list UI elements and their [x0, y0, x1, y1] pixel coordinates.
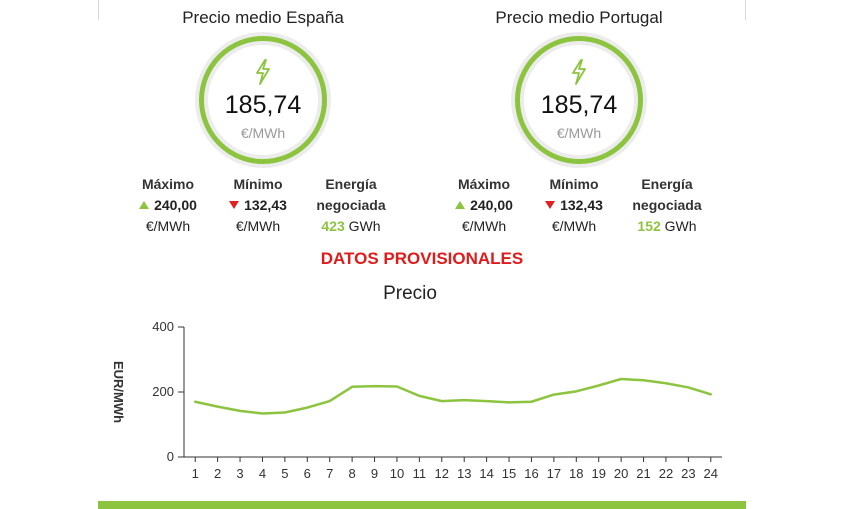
x-tick-label: 6: [304, 466, 311, 481]
portugal-min-unit: €/MWh: [551, 218, 597, 234]
x-tick-label: 16: [524, 466, 538, 481]
x-tick-label: 8: [349, 466, 356, 481]
triangle-down-icon: [229, 201, 240, 209]
spain-price: 185,74: [224, 91, 302, 119]
spain-min-label: Mínimo: [233, 176, 283, 192]
y-tick-label: 400: [152, 319, 174, 334]
spain-energy-label-1: Energía: [325, 176, 377, 192]
y-tick-label: 0: [167, 449, 174, 464]
spain-min: Mínimo 132,43 €/MWh: [213, 174, 303, 237]
triangle-down-icon: [545, 201, 556, 209]
price-series-line: [193, 377, 713, 415]
x-tick-label: 15: [502, 466, 516, 481]
portugal-max-unit: €/MWh: [461, 218, 507, 234]
triangle-up-icon: [139, 201, 150, 209]
portugal-price-unit: €/MWh: [556, 125, 602, 141]
divider-left: [98, 0, 99, 20]
x-tick-label: 18: [569, 466, 583, 481]
bottom-accent-bar: [98, 501, 746, 509]
portugal-price: 185,74: [540, 91, 618, 119]
x-tick-label: 12: [435, 466, 449, 481]
x-tick-label: 9: [371, 466, 378, 481]
x-tick-label: 19: [591, 466, 605, 481]
spain-max-value: 240,00: [154, 197, 197, 213]
x-tick-label: 2: [214, 466, 221, 481]
spain-max: Máximo 240,00 €/MWh: [123, 174, 213, 237]
x-tick-label: 20: [614, 466, 628, 481]
x-tick-label: 10: [390, 466, 404, 481]
x-tick-label: 14: [479, 466, 493, 481]
lightning-bolt-icon: [204, 59, 322, 90]
portugal-min: Mínimo 132,43 €/MWh: [529, 174, 619, 237]
portugal-energy: Energía negociada 152 GWh: [617, 174, 717, 237]
portugal-max-value: 240,00: [470, 197, 513, 213]
x-tick-label: 3: [236, 466, 243, 481]
portugal-energy-value: 152: [637, 218, 661, 234]
x-tick-label: 4: [259, 466, 266, 481]
portugal-max-label: Máximo: [457, 176, 511, 192]
x-tick-label: 24: [704, 466, 718, 481]
x-tick-label: 22: [659, 466, 673, 481]
x-tick-label: 13: [457, 466, 471, 481]
portugal-min-label: Mínimo: [549, 176, 599, 192]
x-tick-label: 21: [636, 466, 650, 481]
portugal-title: Precio medio Portugal: [495, 8, 663, 27]
portugal-energy-label-1: Energía: [641, 176, 693, 192]
portugal-price-ring: 185,74 €/MWh: [515, 36, 643, 164]
portugal-energy-label-2: negociada: [632, 197, 702, 213]
spain-max-unit: €/MWh: [145, 218, 191, 234]
spain-energy-label-2: negociada: [316, 197, 386, 213]
portugal-max: Máximo 240,00 €/MWh: [439, 174, 529, 237]
spain-title: Precio medio España: [182, 8, 344, 27]
spain-price-ring: 185,74 €/MWh: [199, 36, 327, 164]
spain-energy-unit: GWh: [348, 218, 381, 234]
lightning-bolt-icon: [520, 59, 638, 90]
triangle-up-icon: [455, 201, 466, 209]
spain-energy-value: 423: [321, 218, 345, 234]
spain-min-unit: €/MWh: [235, 218, 281, 234]
portugal-energy-unit: GWh: [664, 218, 697, 234]
x-tick-label: 1: [192, 466, 199, 481]
x-tick-label: 17: [547, 466, 561, 481]
spain-price-unit: €/MWh: [240, 125, 286, 141]
spain-min-value: 132,43: [244, 197, 287, 213]
portugal-min-value: 132,43: [560, 197, 603, 213]
provisional-data-notice: DATOS PROVISIONALES: [320, 249, 524, 268]
x-tick-label: 5: [281, 466, 288, 481]
divider-right: [745, 0, 746, 20]
y-axis-label: EUR/MWh: [111, 361, 126, 423]
x-tick-label: 7: [326, 466, 333, 481]
x-tick-label: 11: [413, 466, 427, 481]
spain-energy: Energía negociada 423 GWh: [301, 174, 401, 237]
y-tick-label: 200: [152, 384, 174, 399]
spain-max-label: Máximo: [141, 176, 195, 192]
x-tick-label: 23: [681, 466, 695, 481]
chart-title: Precio: [383, 283, 437, 304]
